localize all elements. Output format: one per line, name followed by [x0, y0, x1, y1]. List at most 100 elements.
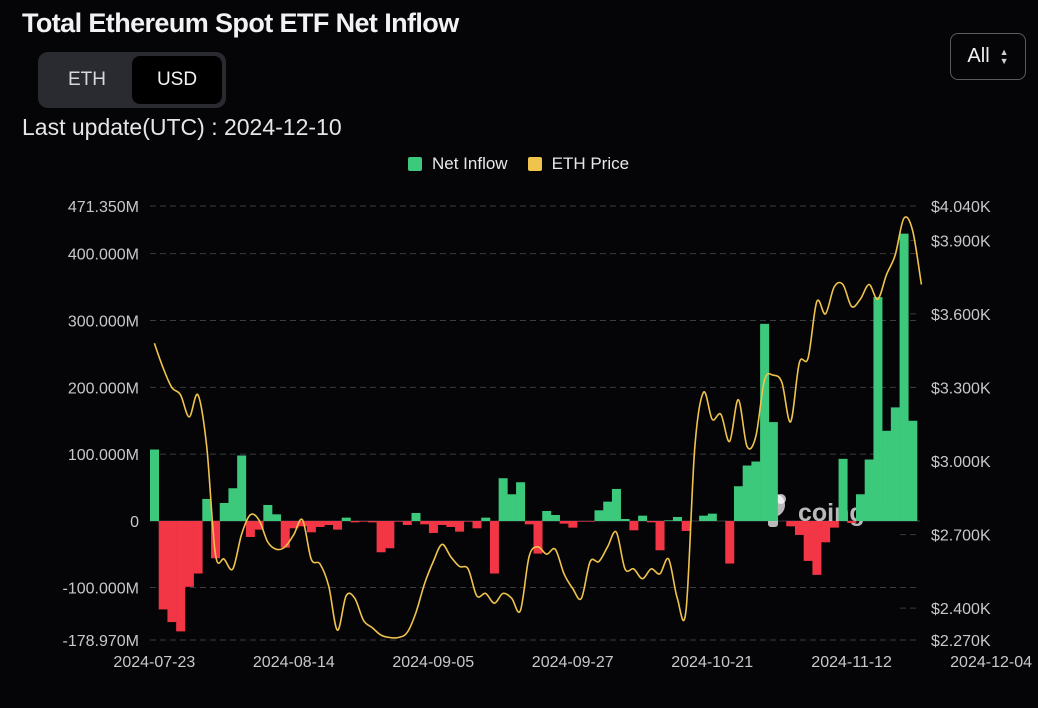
net-inflow-bar	[150, 449, 160, 521]
net-inflow-bar	[219, 502, 229, 521]
net-inflow-bar	[411, 512, 421, 521]
net-inflow-bar	[786, 521, 796, 527]
y-left-tick-label: 0	[130, 514, 139, 531]
net-inflow-bar	[664, 520, 674, 521]
net-inflow-bar	[864, 459, 874, 521]
net-inflow-bar	[228, 488, 238, 521]
net-inflow-bar	[882, 430, 892, 521]
gridlines	[150, 205, 920, 641]
net-inflow-bar	[803, 521, 813, 561]
net-inflow-bar	[568, 521, 578, 528]
net-inflow-bar	[298, 521, 308, 527]
net-inflow-bar	[524, 521, 534, 525]
net-inflow-bar	[760, 323, 770, 521]
net-inflow-bar	[333, 521, 343, 530]
net-inflow-bar	[158, 521, 168, 610]
net-inflow-bar	[821, 521, 831, 543]
unit-option-eth[interactable]: ETH	[68, 69, 106, 90]
net-inflow-bar	[794, 521, 804, 535]
net-inflow-bar	[603, 501, 613, 521]
net-inflow-bar	[733, 486, 743, 521]
net-inflow-bar	[768, 422, 778, 521]
net-inflow-bar	[838, 458, 848, 521]
net-inflow-bar	[289, 521, 299, 529]
net-inflow-bar	[394, 521, 404, 522]
y-left-tick-label: 471.350M	[68, 199, 139, 216]
net-inflow-bar	[402, 521, 412, 525]
net-inflow-bar	[699, 515, 709, 521]
net-inflow-bar	[751, 461, 761, 521]
x-tick-label: 2024-10-21	[671, 654, 753, 671]
net-inflow-bar	[481, 517, 491, 521]
net-inflow-bar	[629, 521, 639, 531]
net-inflow-bar	[829, 521, 839, 528]
net-inflow-bar	[306, 521, 316, 533]
y-right-tick-label: $3.600K	[931, 307, 991, 324]
net-inflow-bar	[516, 482, 526, 521]
x-tick-label: 2024-12-04	[950, 654, 1032, 671]
net-inflow-bar	[367, 521, 377, 523]
range-select[interactable]: All ▲ ▼	[950, 33, 1026, 80]
y-right-tick-label: $3.300K	[931, 380, 991, 397]
net-inflow-bar	[428, 521, 438, 533]
net-inflow-bar	[193, 521, 203, 574]
y-left-tick-label: 200.000M	[68, 380, 139, 397]
y-left-tick-label: 100.000M	[68, 447, 139, 464]
net-inflow-bar	[847, 521, 857, 523]
legend-swatch-net-inflow	[408, 157, 422, 171]
x-tick-label: 2024-09-27	[532, 654, 614, 671]
net-inflow-bar	[498, 478, 508, 521]
net-inflow-bar	[446, 521, 456, 527]
net-inflow-bar	[341, 517, 351, 521]
chevron-up-down-icon: ▲ ▼	[999, 46, 1009, 66]
net-inflow-bar	[176, 521, 186, 632]
net-inflow-bar	[245, 521, 255, 537]
y-right-tick-label: $3.900K	[931, 233, 991, 250]
y-right-tick-label: $2.400K	[931, 601, 991, 618]
net-inflow-bar	[855, 494, 866, 521]
net-inflow-bar	[655, 521, 665, 551]
page-title: Total Ethereum Spot ETF Net Inflow	[22, 8, 459, 38]
unit-option-usd[interactable]: USD	[132, 56, 222, 104]
net-inflow-bar	[420, 521, 430, 525]
x-tick-label: 2024-07-23	[113, 654, 195, 671]
y-right-tick-label: $2.270K	[931, 633, 991, 650]
net-inflow-bar	[315, 521, 325, 527]
net-inflow-bar	[437, 521, 447, 525]
net-inflow-bar	[237, 455, 247, 521]
net-inflow-bar	[611, 488, 621, 521]
legend-label-eth-price: ETH Price	[551, 154, 630, 173]
y-left-tick-label: -100.000M	[63, 580, 140, 597]
last-update-label: Last update(UTC) : 2024-12-10	[22, 114, 342, 140]
range-select-value: All	[967, 45, 990, 67]
net-inflow-bar	[646, 521, 656, 523]
net-inflow-bar	[707, 513, 717, 521]
net-inflow-bar	[594, 510, 604, 521]
net-inflow-bar	[672, 516, 682, 521]
net-inflow-bar	[211, 521, 221, 559]
net-inflow-bars	[150, 233, 918, 632]
net-inflow-bar	[585, 521, 595, 522]
net-inflow-bar	[463, 521, 473, 522]
net-inflow-bar	[507, 494, 517, 521]
legend-item-eth-price[interactable]: ETH Price	[527, 154, 630, 174]
net-inflow-bar	[681, 521, 691, 531]
legend-item-net-inflow[interactable]: Net Inflow	[408, 154, 508, 174]
legend-swatch-eth-price	[527, 157, 542, 171]
unit-toggle: ETH USD	[38, 52, 226, 108]
y-left-tick-label: 300.000M	[68, 314, 139, 331]
net-inflow-bar	[812, 521, 822, 575]
net-inflow-bar	[559, 521, 569, 524]
net-inflow-bar	[620, 519, 630, 521]
y-right-tick-label: $3.000K	[931, 454, 991, 471]
net-inflow-bar	[742, 465, 752, 521]
axes: 471.350M 400.000M 300.000M 200.000M 100.000M…	[63, 199, 1033, 671]
net-inflow-bar	[167, 521, 177, 623]
net-inflow-bar	[873, 297, 883, 521]
x-tick-label: 2024-08-14	[253, 654, 335, 671]
net-inflow-bar	[489, 521, 499, 574]
net-inflow-bar	[385, 521, 395, 549]
net-inflow-bar	[376, 521, 386, 553]
net-inflow-bar	[542, 510, 552, 521]
